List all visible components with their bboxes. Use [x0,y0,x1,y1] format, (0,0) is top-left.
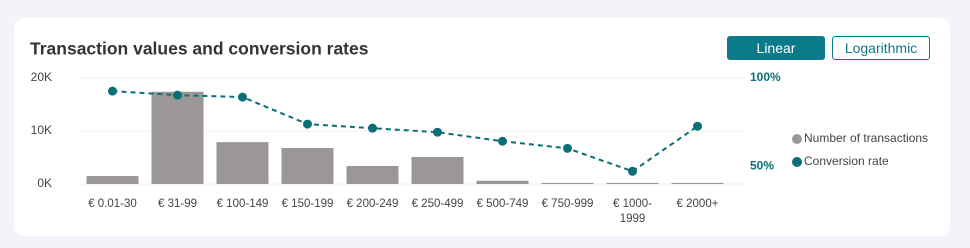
y2-tick-label: 50% [750,159,774,173]
legend-marker [792,134,802,144]
line-point [368,123,377,133]
x-tick-label: € 500-749 [476,198,529,210]
bar [411,156,464,184]
y-tick-label: 20K [31,70,52,84]
line-point [108,86,117,96]
x-tick-label: € 150-199 [281,198,334,210]
line-point [303,119,312,129]
bar [476,180,529,184]
legend-marker [792,157,802,167]
bar [541,182,594,184]
chart-title: Transaction values and conversion rates [30,39,369,59]
line-point [693,121,702,131]
bar [346,165,399,184]
conversion-line [112,90,699,173]
x-tick-label: € 0.01-30 [88,198,137,210]
x-tick-label: € 31-99 [157,198,197,210]
x-tick-label: € 1000-1999 [612,198,652,225]
line-point [498,136,507,146]
y2-tick-label: 100% [750,70,781,84]
bar [671,182,724,184]
bar [216,142,269,184]
linear-button[interactable]: Linear [727,36,825,60]
line-point [433,127,442,137]
bar [606,182,659,184]
bar [281,147,334,184]
legend-label: Conversion rate [804,154,889,168]
line-point [238,92,247,102]
x-tick-label: € 2000+ [676,198,719,210]
y-tick-label: 10K [31,123,52,137]
bar [86,176,139,184]
line-point [563,143,572,153]
x-tick-label: € 250-499 [411,198,464,210]
x-tick-label: € 100-149 [216,198,269,210]
x-tick-label: € 750-999 [541,198,594,210]
y-tick-label: 0K [37,176,52,190]
legend-label: Number of transactions [804,131,928,145]
log-button[interactable]: Logarithmic [832,36,930,60]
bar [151,91,204,184]
line-point [173,90,182,100]
line-point [628,166,637,176]
x-tick-label: € 200-249 [346,198,399,210]
